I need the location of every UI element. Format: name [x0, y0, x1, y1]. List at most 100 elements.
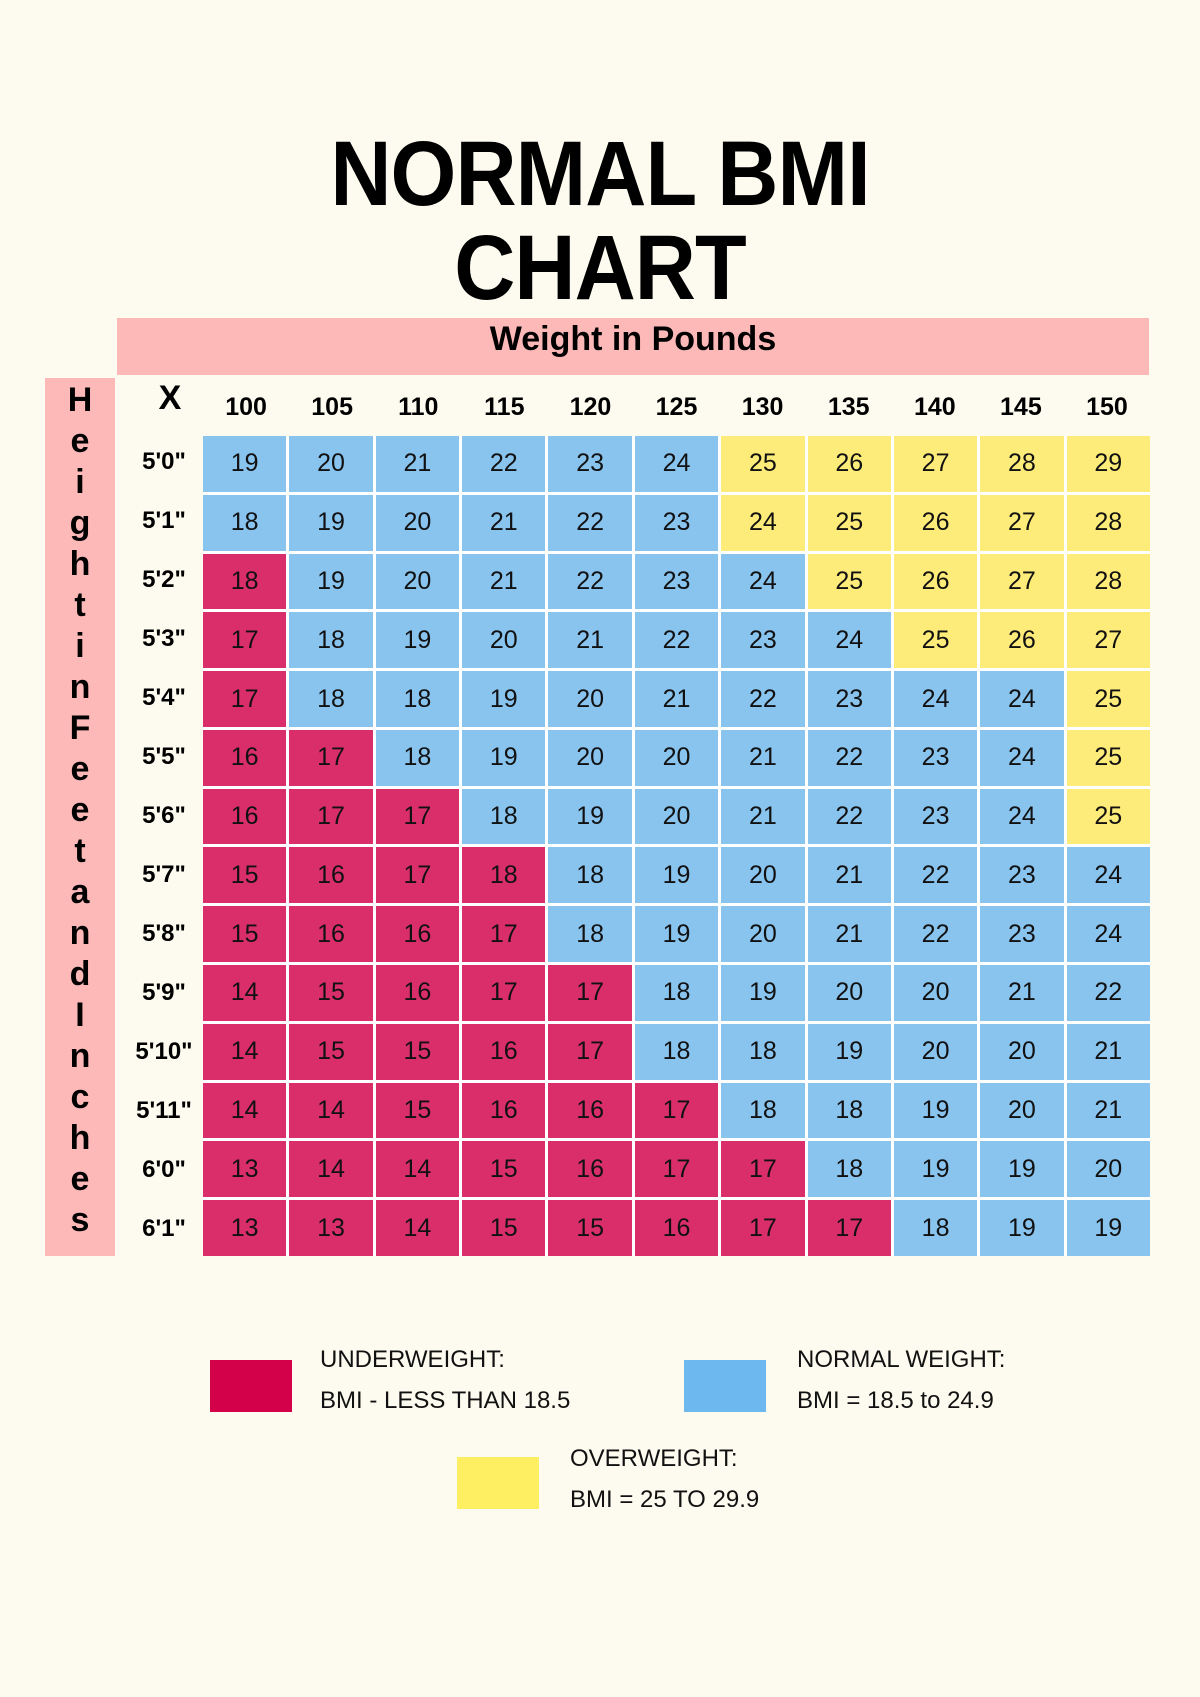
bmi-cell: 17 — [289, 788, 373, 845]
bmi-cell: 20 — [721, 906, 805, 963]
bmi-cell: 15 — [375, 1023, 460, 1080]
bmi-cell: 26 — [893, 494, 978, 551]
bmi-cell: 24 — [980, 788, 1064, 845]
bmi-cell: 20 — [1066, 1141, 1150, 1198]
y-axis-letter: e — [70, 750, 90, 788]
y-axis-letter: n — [69, 914, 91, 952]
bmi-cell: 19 — [462, 729, 546, 786]
bmi-cell: 20 — [634, 729, 719, 786]
bmi-cell: 20 — [980, 1023, 1064, 1080]
bmi-cell: 26 — [893, 553, 978, 610]
bmi-cell: 16 — [548, 1141, 632, 1198]
bmi-cell: 20 — [721, 847, 805, 904]
bmi-cell: 19 — [289, 494, 373, 551]
bmi-cell: 19 — [634, 847, 719, 904]
bmi-cell: 25 — [807, 494, 891, 551]
bmi-cell: 20 — [289, 436, 373, 492]
row-header: 5'9" — [142, 979, 186, 1006]
bmi-cell: 27 — [980, 494, 1064, 551]
bmi-cell: 13 — [289, 1200, 373, 1256]
title-line-1: NORMAL BMI — [330, 123, 870, 225]
bmi-cell: 19 — [893, 1082, 978, 1139]
bmi-cell: 19 — [893, 1141, 978, 1198]
y-axis-letter: t — [74, 832, 86, 870]
bmi-cell: 22 — [807, 729, 891, 786]
y-axis-letter: H — [67, 381, 93, 419]
bmi-cell: 27 — [893, 436, 978, 492]
bmi-cell: 17 — [634, 1141, 719, 1198]
bmi-cell: 17 — [807, 1200, 891, 1256]
bmi-cell: 23 — [893, 788, 978, 845]
bmi-cell: 25 — [1066, 729, 1150, 786]
row-header: 5'10" — [135, 1038, 193, 1065]
bmi-cell: 21 — [1066, 1023, 1150, 1080]
bmi-cell: 23 — [980, 847, 1064, 904]
legend-label: UNDERWEIGHT: — [320, 1346, 505, 1373]
column-header: 125 — [655, 393, 698, 421]
bmi-cell: 24 — [721, 494, 805, 551]
y-axis-letter: a — [70, 873, 90, 911]
bmi-cell: 17 — [462, 965, 546, 1021]
bmi-cell: 18 — [203, 494, 287, 551]
row-header: 5'11" — [136, 1097, 192, 1124]
bmi-grid: 19 20 21 22 23 24 25 26 27 28 29 18 19 20 21 22 23 24 25 26… — [203, 436, 1150, 1256]
bmi-cell: 17 — [289, 729, 373, 786]
y-axis-letter: e — [70, 422, 90, 460]
column-header: 140 — [913, 393, 956, 421]
bmi-cell: 17 — [548, 1023, 632, 1080]
bmi-cell: 16 — [548, 1082, 632, 1139]
bmi-cell: 23 — [893, 729, 978, 786]
bmi-cell: 13 — [203, 1200, 287, 1256]
page-title: NORMAL BMI CHART — [48, 128, 1152, 314]
y-axis-letter: d — [69, 955, 91, 993]
bmi-cell: 20 — [375, 553, 460, 610]
row-header: 5'5" — [142, 743, 186, 770]
bmi-cell: 22 — [807, 788, 891, 845]
bmi-cell: 27 — [1066, 612, 1150, 669]
bmi-cell: 28 — [1066, 494, 1150, 551]
bmi-cell: 22 — [893, 847, 978, 904]
bmi-cell: 19 — [548, 788, 632, 845]
bmi-cell: 19 — [807, 1023, 891, 1080]
bmi-cell: 21 — [1066, 1082, 1150, 1139]
bmi-cell: 16 — [375, 906, 460, 963]
bmi-cell: 17 — [375, 847, 460, 904]
legend-text: UNDERWEIGHT: BMI - LESS THAN 18.5 — [320, 1348, 570, 1413]
bmi-cell: 18 — [807, 1141, 891, 1198]
row-header: 5'3" — [142, 625, 186, 652]
bmi-cell: 21 — [807, 847, 891, 904]
legend-range: BMI - LESS THAN 18.5 — [320, 1387, 571, 1414]
bmi-cell: 18 — [634, 1023, 719, 1080]
column-header: 135 — [827, 393, 870, 421]
y-axis-letter: e — [70, 791, 90, 829]
bmi-cell: 22 — [548, 553, 632, 610]
bmi-cell: 21 — [721, 788, 805, 845]
bmi-cell: 20 — [634, 788, 719, 845]
bmi-cell: 17 — [462, 906, 546, 963]
bmi-cell: 18 — [893, 1200, 978, 1256]
bmi-cell: 25 — [721, 436, 805, 492]
y-axis-letter: t — [74, 586, 86, 624]
y-axis-letter: i — [75, 463, 85, 501]
bmi-cell: 14 — [289, 1082, 373, 1139]
bmi-cell: 21 — [462, 494, 546, 551]
bmi-cell: 21 — [721, 729, 805, 786]
legend-range: BMI = 25 TO 29.9 — [570, 1486, 760, 1513]
bmi-cell: 20 — [548, 671, 632, 727]
bmi-cell: 16 — [289, 847, 373, 904]
column-header: 145 — [1000, 393, 1042, 421]
bmi-cell: 22 — [634, 612, 719, 669]
legend-range: BMI = 18.5 to 24.9 — [797, 1387, 994, 1414]
corner-label: X — [158, 379, 182, 417]
bmi-cell: 19 — [721, 965, 805, 1021]
bmi-cell: 20 — [375, 494, 460, 551]
bmi-cell: 14 — [375, 1141, 460, 1198]
bmi-cell: 15 — [289, 965, 373, 1021]
column-header: 130 — [741, 393, 784, 421]
bmi-cell: 28 — [980, 436, 1064, 492]
bmi-cell: 18 — [203, 553, 287, 610]
bmi-cell: 21 — [807, 906, 891, 963]
bmi-cell: 18 — [289, 671, 373, 727]
